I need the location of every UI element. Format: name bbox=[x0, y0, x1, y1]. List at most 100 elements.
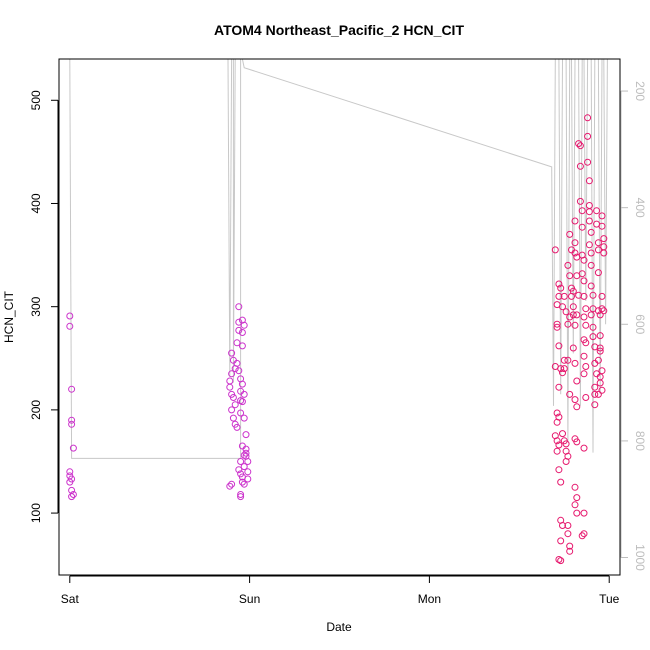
data-point-1-21 bbox=[559, 522, 566, 529]
data-point-1-39 bbox=[566, 313, 574, 321]
y-tick-label-3: 400 bbox=[29, 193, 43, 213]
data-point-0-53 bbox=[242, 449, 250, 457]
data-point-0-35 bbox=[237, 409, 245, 417]
data-point-0-11 bbox=[69, 491, 77, 498]
data-point-1-104 bbox=[587, 228, 595, 236]
data-point-1-96 bbox=[578, 532, 586, 540]
data-point-0-9 bbox=[66, 478, 74, 486]
data-point-1-64 bbox=[573, 377, 581, 385]
data-point-1-5 bbox=[557, 284, 565, 292]
data-point-0-60 bbox=[237, 493, 245, 501]
data-point-0-5 bbox=[69, 444, 77, 452]
data-point-1-94 bbox=[580, 509, 588, 517]
data-point-1-122 bbox=[594, 246, 602, 254]
data-point-1-124 bbox=[594, 307, 602, 315]
data-point-1-45 bbox=[566, 390, 574, 398]
data-point-1-127 bbox=[596, 347, 604, 355]
data-point-1-41 bbox=[566, 272, 574, 280]
data-point-0-0 bbox=[66, 312, 74, 320]
data-point-0-41 bbox=[240, 321, 248, 329]
data-point-1-132 bbox=[598, 222, 606, 230]
data-point-1-18 bbox=[555, 466, 563, 474]
data-point-1-82 bbox=[580, 277, 588, 285]
point-layer bbox=[66, 114, 608, 565]
data-point-0-50 bbox=[240, 480, 248, 488]
data-point-1-93 bbox=[580, 444, 588, 452]
data-point-1-140 bbox=[598, 367, 606, 375]
x-tick-label-1: Sun bbox=[239, 592, 260, 606]
data-point-1-84 bbox=[582, 305, 590, 313]
series-line bbox=[69, 59, 608, 459]
data-point-0-57 bbox=[244, 468, 252, 476]
data-point-1-71 bbox=[571, 501, 579, 509]
y-tick-label-2: 300 bbox=[29, 296, 43, 316]
y-axis-label: HCN_CIT bbox=[2, 290, 16, 343]
data-point-1-105 bbox=[585, 241, 593, 249]
data-point-1-113 bbox=[589, 333, 597, 341]
data-point-1-142 bbox=[593, 370, 601, 378]
y-tick-label-1: 200 bbox=[29, 400, 43, 420]
data-point-1-78 bbox=[578, 223, 586, 231]
data-point-0-4 bbox=[68, 420, 76, 428]
data-point-1-70 bbox=[573, 494, 581, 502]
y-axis-right: 200 400 600 800 1000 bbox=[620, 81, 647, 571]
data-point-1-109 bbox=[589, 291, 597, 299]
data-point-1-31 bbox=[559, 430, 566, 438]
data-point-1-27 bbox=[559, 303, 566, 311]
data-point-0-3 bbox=[68, 416, 76, 424]
data-point-0-27 bbox=[233, 359, 241, 367]
data-point-1-136 bbox=[598, 292, 606, 300]
data-point-1-55 bbox=[571, 239, 579, 247]
data-point-1-89 bbox=[580, 352, 588, 360]
data-point-1-38 bbox=[564, 320, 572, 328]
data-point-0-30 bbox=[235, 318, 243, 326]
data-point-1-3 bbox=[555, 292, 563, 300]
data-point-1-90 bbox=[582, 363, 590, 370]
data-point-1-129 bbox=[596, 379, 604, 387]
data-point-1-26 bbox=[559, 369, 566, 377]
data-point-1-139 bbox=[596, 344, 604, 352]
data-point-1-62 bbox=[569, 344, 577, 352]
data-point-0-62 bbox=[226, 482, 234, 490]
data-point-0-1 bbox=[66, 322, 74, 330]
data-point-1-29 bbox=[562, 308, 570, 316]
data-point-1-19 bbox=[557, 478, 565, 486]
data-point-0-25 bbox=[233, 423, 241, 431]
data-point-1-40 bbox=[564, 261, 572, 269]
data-point-0-58 bbox=[244, 475, 252, 483]
data-point-0-45 bbox=[237, 458, 245, 465]
data-point-0-20 bbox=[229, 414, 237, 422]
data-point-1-118 bbox=[591, 401, 599, 409]
data-point-1-10 bbox=[555, 383, 563, 391]
data-point-1-85 bbox=[580, 313, 588, 321]
data-point-1-52 bbox=[569, 303, 577, 311]
data-point-1-119 bbox=[593, 207, 601, 215]
data-point-1-28 bbox=[560, 292, 568, 300]
data-point-1-106 bbox=[587, 249, 595, 257]
data-point-1-54 bbox=[571, 217, 579, 225]
data-point-0-29 bbox=[235, 303, 243, 311]
data-point-1-141 bbox=[594, 356, 602, 364]
data-point-1-63 bbox=[571, 359, 579, 367]
data-point-1-143 bbox=[594, 390, 602, 398]
data-point-1-74 bbox=[576, 142, 584, 150]
right-tick-label-0: 200 bbox=[633, 81, 647, 101]
data-point-1-76 bbox=[576, 197, 584, 205]
data-point-0-56 bbox=[244, 458, 252, 465]
data-point-1-17 bbox=[553, 447, 561, 455]
plot-frame bbox=[58, 58, 621, 576]
data-point-1-66 bbox=[573, 403, 581, 411]
data-point-0-13 bbox=[226, 377, 234, 385]
data-point-0-43 bbox=[240, 414, 248, 422]
data-point-0-63 bbox=[228, 480, 236, 488]
data-point-1-108 bbox=[587, 282, 595, 290]
x-tick-label-2: Mon bbox=[418, 592, 441, 606]
data-point-1-4 bbox=[555, 280, 563, 288]
data-point-1-15 bbox=[553, 437, 561, 445]
x-tick-label-3: Tue bbox=[599, 592, 620, 606]
data-point-0-16 bbox=[228, 349, 236, 357]
data-point-0-38 bbox=[238, 329, 246, 336]
data-point-1-95 bbox=[580, 530, 588, 538]
data-point-1-111 bbox=[587, 311, 595, 319]
